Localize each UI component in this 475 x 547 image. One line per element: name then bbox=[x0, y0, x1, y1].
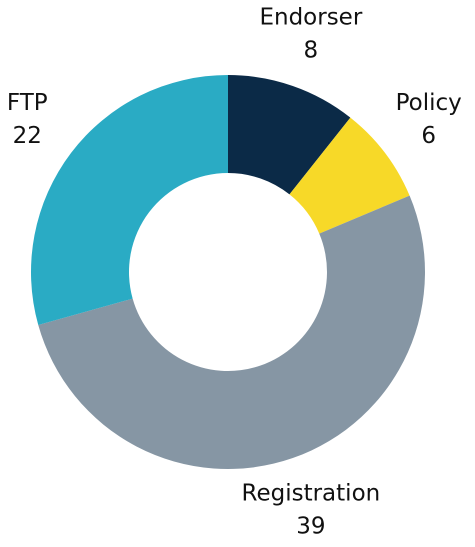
slice-label: Endorser bbox=[259, 5, 362, 31]
donut-slice bbox=[228, 75, 351, 195]
slice-value: 22 bbox=[13, 123, 42, 149]
slice-value: 39 bbox=[296, 513, 325, 539]
donut-slice bbox=[289, 117, 410, 234]
slice-label: Registration bbox=[242, 480, 381, 506]
slice-value: 6 bbox=[421, 123, 436, 149]
donut-slice bbox=[31, 75, 229, 325]
slice-label: FTP bbox=[7, 90, 48, 116]
slice-value: 8 bbox=[304, 38, 319, 64]
slice-label: Policy bbox=[396, 90, 462, 116]
donut-slice bbox=[38, 195, 426, 469]
